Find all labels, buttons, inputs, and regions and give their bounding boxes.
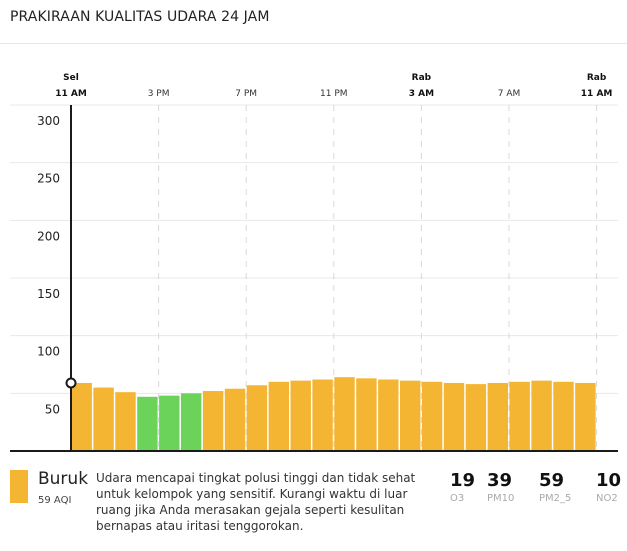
x-tick-label: 7 AM: [498, 89, 521, 99]
x-tick-day-label: Rab: [412, 73, 432, 83]
header-divider: [0, 43, 627, 44]
pollutant-value: 19: [450, 470, 476, 491]
x-tick-label: 3 AM: [409, 89, 434, 99]
aqi-level-swatch: [10, 470, 28, 503]
aqi-bar: [465, 384, 487, 451]
aqi-summary: Buruk 59 AQI Udara mencapai tingkat polu…: [0, 465, 627, 551]
pollutant-value: 59: [539, 470, 565, 491]
aqi-level-label: Buruk: [38, 469, 89, 489]
aqi-bar: [290, 380, 311, 451]
pollutant-list: 19 O3 39 PM10 59 PM2_5 10 NO2: [450, 470, 627, 504]
y-tick-label: 250: [37, 172, 60, 186]
y-tick-label: 150: [37, 287, 60, 301]
x-tick-label: 11 AM: [55, 89, 87, 99]
pollutant-value: 39: [487, 470, 513, 491]
x-tick-label: 11 PM: [320, 89, 348, 99]
pollutant-pm10: 39 PM10: [487, 470, 539, 504]
aqi-bar: [159, 395, 180, 451]
current-value-marker: [65, 377, 77, 389]
aqi-bar: [268, 381, 289, 451]
y-tick-label: 200: [37, 229, 60, 243]
aqi-bar: [334, 377, 355, 451]
aqi-bar: [93, 387, 114, 451]
aqi-value: 59 AQI: [38, 495, 72, 506]
aqi-bar: [509, 381, 530, 451]
pollutant-name: NO2: [596, 493, 618, 504]
pollutant-no2: 10 NO2: [596, 470, 627, 504]
aqi-bar: [487, 382, 508, 451]
aqi-bar: [356, 378, 377, 451]
aqi-bar-chart: 50 100 150 200 250 300 Sel 11 AM 3 PM 7 PM 11 PM Ra…: [10, 73, 618, 452]
aqi-bar: [378, 379, 399, 451]
aqi-bar: [202, 391, 224, 451]
pollutant-value: 10: [596, 470, 622, 491]
aqi-bar: [400, 380, 421, 451]
x-tick-day-label: Sel: [63, 73, 79, 83]
aqi-bar: [421, 381, 443, 451]
x-tick-label: 7 PM: [235, 89, 257, 99]
pollutant-name: O3: [450, 493, 465, 504]
x-tick-label: 3 PM: [148, 89, 170, 99]
y-tick-label: 300: [37, 114, 60, 128]
pollutant-name: PM2_5: [539, 493, 572, 504]
aqi-bar: [246, 385, 268, 451]
x-tick-label: 11 AM: [581, 89, 613, 99]
aqi-description: Udara mencapai tingkat polusi tinggi dan…: [96, 471, 416, 533]
x-tick-day-label: Rab: [587, 73, 607, 83]
y-tick-label: 100: [37, 345, 60, 359]
pollutant-pm25: 59 PM2_5: [539, 470, 596, 504]
aqi-bar: [312, 379, 333, 451]
aqi-bar: [224, 388, 246, 451]
pollutant-o3: 19 O3: [450, 470, 487, 504]
aqi-bar: [443, 382, 465, 451]
aqi-bar: [181, 393, 202, 451]
aqi-bar: [137, 396, 158, 451]
aqi-bar: [115, 392, 136, 451]
y-tick-label: 50: [45, 402, 60, 416]
aqi-bar: [71, 382, 92, 451]
aqi-bar: [531, 380, 552, 451]
aqi-bar: [575, 382, 596, 451]
page-title: PRAKIRAAN KUALITAS UDARA 24 JAM: [10, 9, 270, 25]
aqi-bar: [553, 381, 574, 451]
pollutant-name: PM10: [487, 493, 515, 504]
